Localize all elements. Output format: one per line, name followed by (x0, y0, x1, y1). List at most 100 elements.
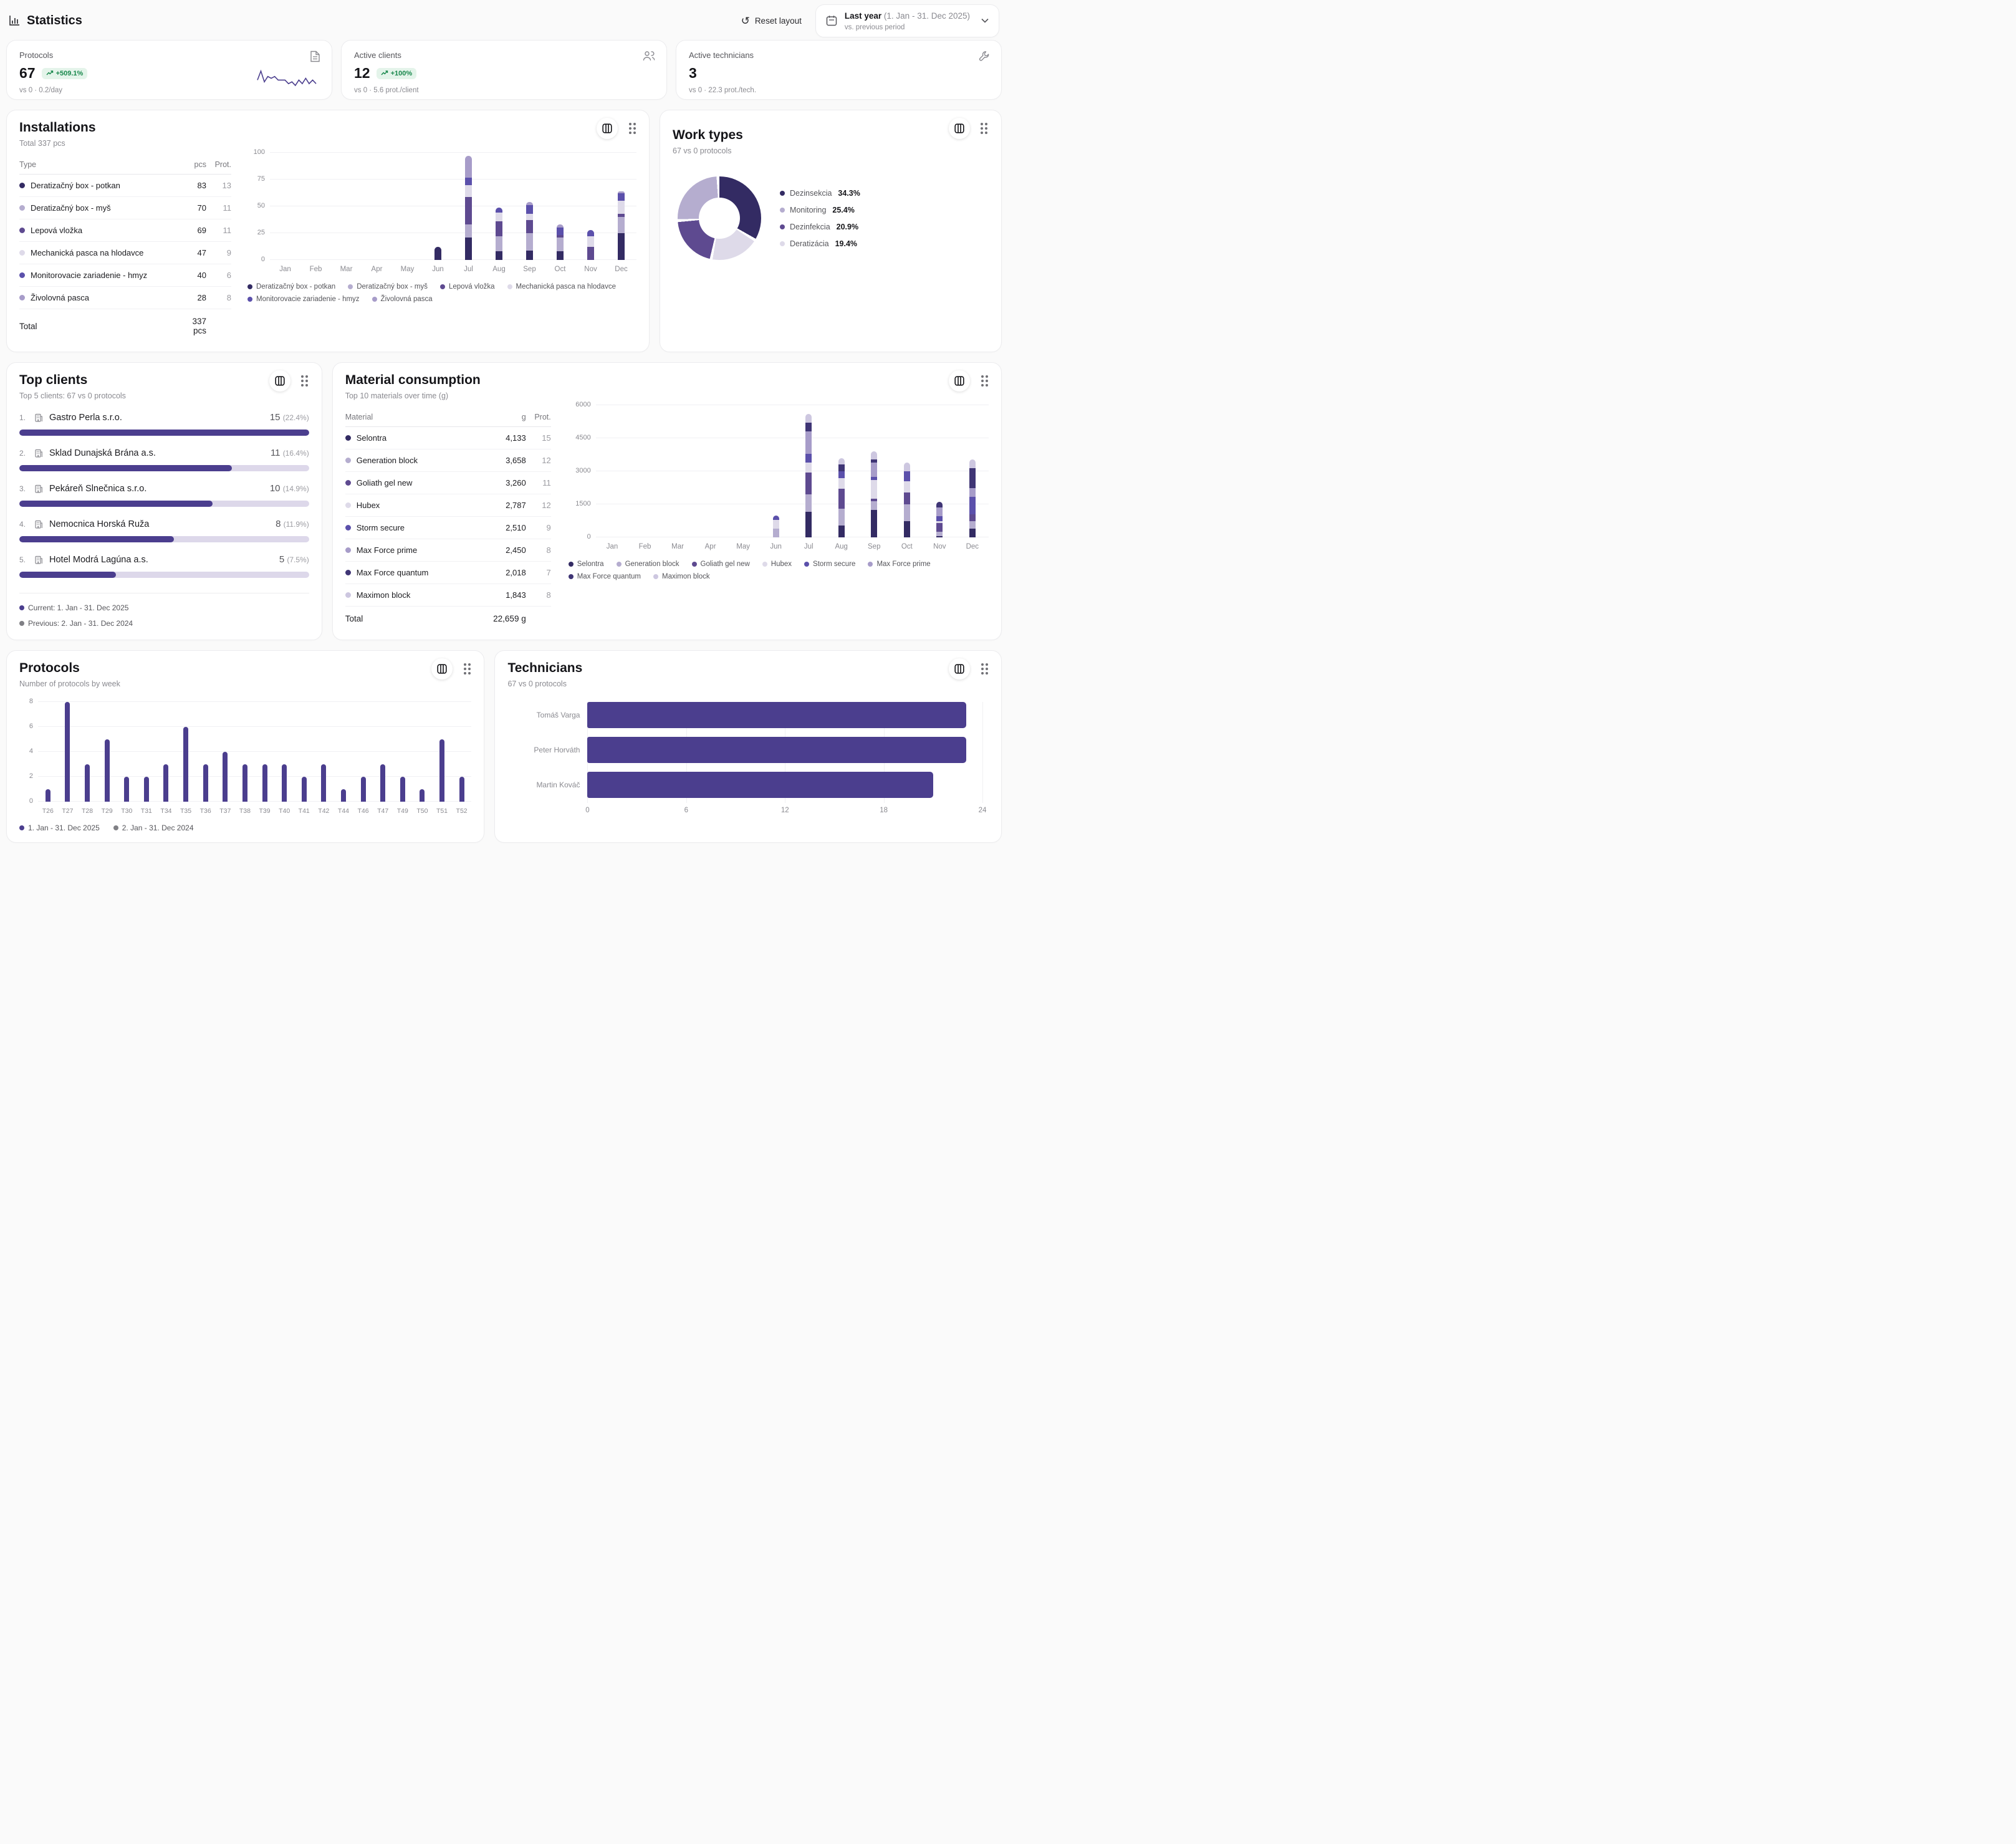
x-tick-label: T40 (279, 807, 290, 815)
bar-segment (618, 233, 625, 260)
series-dot (345, 435, 351, 441)
bar-stack (380, 702, 386, 802)
toggle-columns-button[interactable] (949, 370, 970, 391)
bar-segment (465, 237, 472, 260)
client-bar-fill (19, 465, 232, 471)
series-dot (19, 250, 25, 256)
toggle-columns-button[interactable] (949, 658, 970, 679)
client-bar-track (19, 465, 309, 471)
kpi-card-protocols: Protocols 67 +509.1% vs 0 · 0.2/day (6, 40, 332, 100)
material-consumption-card: Material consumption Top 10 materials ov… (332, 362, 1002, 640)
x-tick-label: T30 (121, 807, 133, 815)
legend-dot (19, 621, 24, 626)
technicians-card: Technicians 67 vs 0 protocols Tomáš Varg… (494, 650, 1002, 843)
reset-layout-label: Reset layout (754, 16, 802, 26)
bar-segment (969, 468, 976, 488)
drag-handle[interactable] (974, 119, 994, 138)
drag-handle[interactable] (458, 660, 477, 678)
client-name: Hotel Modrá Lagúna a.s. (49, 554, 148, 565)
bar-stack (223, 702, 228, 802)
calendar-icon (826, 15, 837, 26)
top-bar: Statistics ↺ Reset layout Last year (1. … (6, 4, 1002, 37)
bar-segment (526, 214, 533, 221)
legend-label: Goliath gel new (700, 560, 750, 568)
kpi-subtext: vs 0 · 5.6 prot./client (354, 87, 419, 94)
bar-stack (282, 153, 289, 260)
bar-column (575, 153, 606, 260)
bar-segment (340, 789, 346, 802)
col-header-type: Type (19, 155, 179, 175)
legend-label: Monitorovacie zariadenie - hmyz (256, 295, 360, 303)
legend-item: Storm secure (804, 560, 855, 568)
building-icon (34, 413, 43, 422)
series-dot (345, 547, 351, 553)
reset-layout-button[interactable]: ↺ Reset layout (741, 16, 802, 26)
bar-segment (465, 224, 472, 238)
toggle-columns-button[interactable] (597, 118, 618, 139)
client-pct: (22.4%) (282, 413, 309, 422)
card-title: Installations (19, 120, 96, 135)
x-tick-label: Sep (523, 266, 536, 273)
drag-handle[interactable] (295, 372, 314, 390)
legend-item: Current: 1. Jan - 31. Dec 2025 (19, 603, 309, 612)
client-row: 2. Sklad Dunajská Brána a.s. 11 (16.4%) (19, 448, 309, 471)
drag-handle[interactable] (975, 660, 994, 678)
x-tick-label: T29 (101, 807, 113, 815)
bar-stack (124, 702, 130, 802)
series-dot (19, 295, 25, 300)
drag-handle[interactable] (623, 119, 642, 138)
col-header-prot: Prot. (526, 408, 551, 427)
kpi-label: Active technicians (689, 50, 754, 60)
legend-item: Deratizácia 19.4% (780, 239, 860, 248)
bar-segment (557, 237, 564, 252)
bar-stack (282, 702, 287, 802)
columns-icon (954, 123, 964, 133)
x-tick-label: Aug (492, 266, 506, 273)
bar-segment (936, 516, 943, 521)
bar-segment (526, 250, 533, 260)
x-tick-label: T31 (140, 807, 152, 815)
toggle-columns-button[interactable] (269, 370, 290, 391)
series-dot (19, 205, 25, 211)
toggle-columns-button[interactable] (431, 658, 453, 679)
bar-column (923, 405, 956, 537)
series-dot (19, 183, 25, 188)
drag-handle[interactable] (975, 372, 994, 390)
series-dot (19, 228, 25, 233)
client-value: 10 (269, 483, 281, 494)
tech-bar-track (587, 702, 982, 728)
bar-stack (360, 702, 366, 802)
tech-x-axis: 0 6 12 18 24 (585, 807, 986, 819)
bar-stack (203, 702, 208, 802)
card-title: Material consumption (345, 373, 481, 387)
table-row: Storm secure 2,510 9 (345, 516, 551, 539)
installations-stacked-bar-chart: 0 25 50 75 100 Jan Feb Mar Apr May Jun Jul Aug Sep Oct… (247, 148, 637, 273)
bar-column (694, 405, 727, 537)
date-range-picker[interactable]: Last year (1. Jan - 31. Dec 2025) vs. pr… (815, 4, 999, 37)
card-subtitle: Top 10 materials over time (g) (345, 391, 449, 400)
bar-segment (969, 514, 976, 521)
legend-item: Previous: 2. Jan - 31. Dec 2024 (19, 619, 309, 628)
bar-column (413, 702, 433, 802)
period-label: Last year (844, 11, 882, 21)
y-tick-label: 0 (587, 533, 591, 540)
chart-plot: 0 25 50 75 100 (254, 148, 637, 263)
client-bar-fill (19, 501, 213, 507)
legend-label: Generation block (625, 560, 679, 568)
building-icon (34, 520, 43, 529)
protocols-week-card: Protocols Number of protocols by week 0 2… (6, 650, 485, 843)
bar-segment (124, 777, 130, 802)
x-tick-label: May (400, 266, 415, 273)
toggle-columns-button[interactable] (948, 118, 970, 139)
bar-column (596, 405, 629, 537)
legend-dot (439, 284, 445, 289)
legend-item: Generation block (616, 560, 679, 568)
legend-label: Živolovná pasca (380, 295, 433, 303)
client-row: 3. Pekáreň Slnečnica s.r.o. 10 (14.9%) (19, 483, 309, 507)
chevron-down-icon (981, 18, 989, 23)
bar-stack (496, 153, 502, 260)
bar-segment (526, 220, 533, 234)
bar-segment (400, 777, 405, 802)
gridline: 0 (261, 256, 637, 263)
drag-handle-icon (981, 375, 988, 387)
